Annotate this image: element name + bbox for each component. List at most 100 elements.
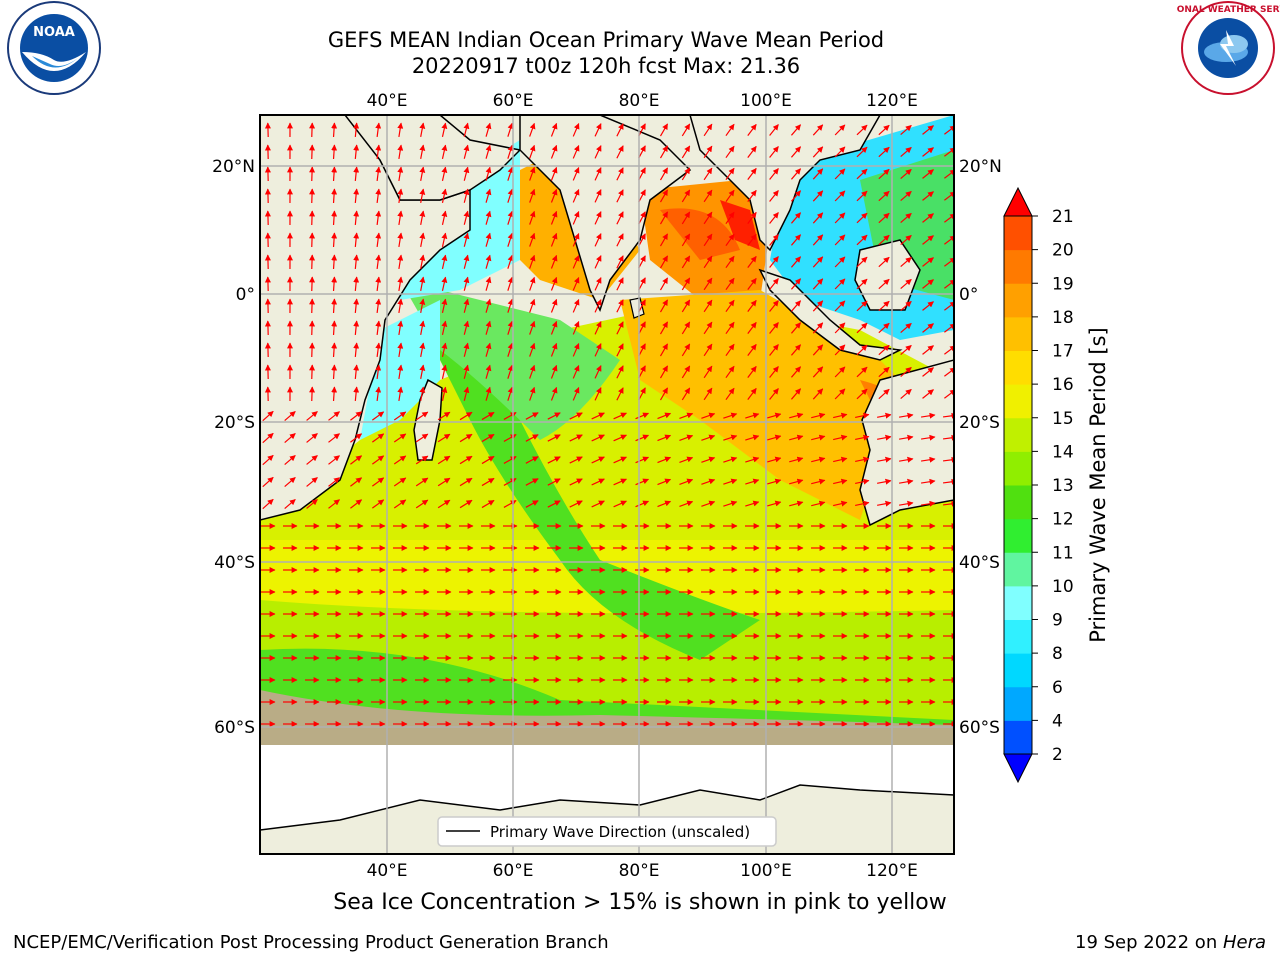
wave-arrow [415,411,429,421]
colorbar-tick-label: 14 [1052,442,1074,462]
wave-arrow [441,254,448,269]
wave-arrow [747,365,757,378]
wave-arrow [437,433,451,443]
wave-arrow [463,386,470,401]
colorbar-tick-label: 2 [1052,745,1063,765]
wave-arrow [393,499,407,509]
wave-arrow [569,456,583,464]
wave-arrow [569,500,583,508]
wave-arrow [459,477,473,487]
wave-arrow [812,146,824,158]
wave-arrow [769,388,779,400]
wave-arrow [393,433,407,443]
footer-credit: NCEP/EMC/Verification Post Processing Pr… [13,932,609,953]
wave-arrow [437,411,451,421]
wave-arrow [375,298,382,314]
wave-arrow [659,343,669,357]
wave-arrow [703,189,713,203]
lon-label: 120°E [866,861,918,881]
noaa-logo-text: NOAA [33,25,75,40]
wave-arrow [572,343,580,357]
wave-arrow [616,189,624,203]
wave-arrow [900,344,912,356]
wave-arrow [616,211,624,225]
wave-arrow [812,300,824,312]
wave-arrow [834,234,846,246]
wave-arrow [922,367,934,377]
wave-arrow [790,212,802,224]
wave-arrow [353,364,360,380]
wave-arrow [572,277,580,291]
wave-arrow [441,320,448,335]
wave-arrow [811,412,826,419]
graticule [260,115,954,854]
wave-arrow [353,166,360,182]
wave-arrow [569,478,583,486]
wave-arrow [331,342,338,358]
wave-arrow [375,210,382,226]
wave-arrow [725,167,735,181]
wave-arrow [942,500,954,507]
wave-arrow [529,144,536,159]
wave-arrow [353,188,360,204]
wave-arrow [594,343,602,357]
wave-arrow [353,276,360,292]
wave-arrow [306,411,318,421]
colorbar-segment [1004,384,1032,419]
wave-arrow [812,256,824,268]
wave-arrow [371,433,385,443]
wave-arrow [616,167,624,181]
land-sumatra-java [758,268,903,361]
lat-label: 40°S [214,553,255,573]
wave-arrow [855,500,870,507]
wave-arrow [703,145,713,159]
wave-arrow [659,365,669,379]
wave-arrow [437,499,451,509]
wave-arrow [856,300,868,312]
wave-arrow [529,364,536,379]
wave-arrow [503,434,517,442]
colorbar-segment [1004,417,1032,452]
wave-arrow [657,500,672,508]
wave-arrow [833,434,848,441]
wave-arrow [855,434,870,441]
wave-arrow [463,276,470,291]
wave-arrow [441,144,448,159]
colorbar-tick-label: 13 [1052,476,1074,496]
wave-arrow [812,344,824,356]
wave-arrow [616,365,624,379]
wave-arrow [572,123,580,137]
wave-arrow [331,386,338,402]
wave-arrow [441,122,448,137]
wave-arrow [811,478,826,485]
wave-arrow [284,454,296,466]
wave-arrow [331,122,338,138]
wave-arrow [834,388,846,400]
wave-arrow [900,256,912,268]
wave-arrow [485,386,492,401]
wave-arrow [331,210,338,226]
wave-arrow [525,478,539,486]
wave-arrow [900,366,912,378]
colorbar: 2 4 6 8 9 10 11 12 13 14 15 16 17 18 19 20 21 [1003,186,1074,784]
wave-arrow [507,276,514,291]
wave-arrow [485,254,492,269]
wave-arrow [681,123,691,137]
wave-arrow [397,144,404,160]
wave-arrow [613,478,627,486]
wave-arrow [262,410,274,422]
wave-arrow [419,144,426,159]
wave-arrow [920,478,936,485]
wave-arrow [375,188,382,204]
wave-arrow [353,342,360,358]
wave-arrow [503,456,517,464]
wave-arrow [681,277,691,291]
wave-arrow [789,434,804,441]
wave-arrow [659,189,669,203]
wave-arrow [485,298,492,313]
wave-arrow [790,256,802,268]
colorbar-segment [1004,451,1032,486]
wave-arrow [481,499,495,509]
wave-arrow [397,166,404,182]
wave-arrow [681,145,691,159]
